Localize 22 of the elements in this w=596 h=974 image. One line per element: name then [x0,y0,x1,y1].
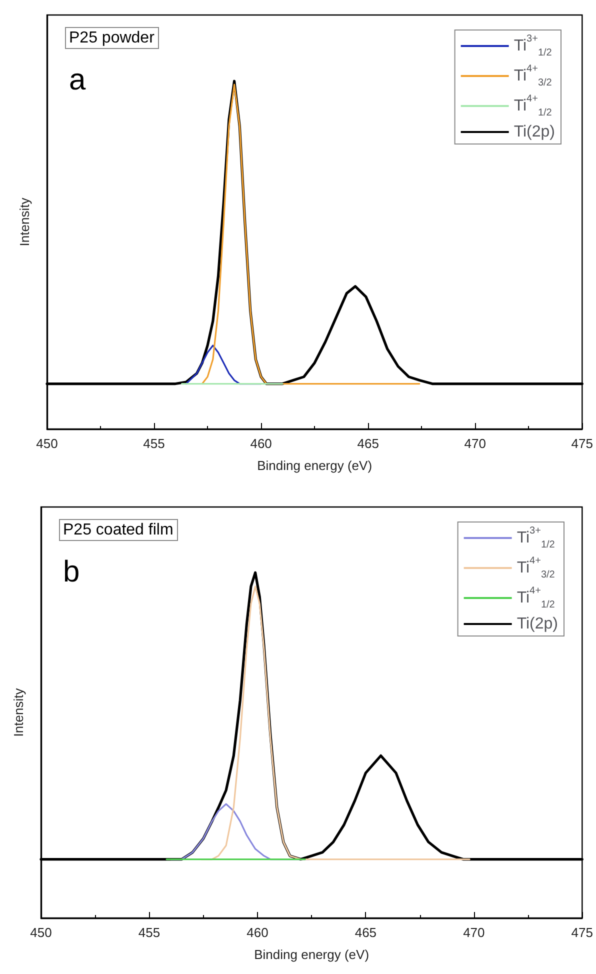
legend-label: Ti(2p) [514,124,555,140]
x-tick-label: 470 [463,925,485,940]
x-tick-label: 465 [354,925,377,940]
x-axis-title: Binding energy (eV) [254,947,370,962]
annotation: b [63,556,80,588]
x-tick-label: 460 [246,925,268,940]
x-tick-label: 460 [250,436,272,451]
x-tick-label: 465 [357,436,379,451]
y-axis-title: Intensity [17,197,32,246]
x-tick-label: 470 [464,436,486,451]
legend-label: Ti(2p) [516,616,558,632]
x-tick-label: 475 [571,436,594,451]
chart-title: P25 powder [69,30,156,46]
chart-title: P25 coated film [63,522,174,538]
x-tick-label: 455 [138,925,160,940]
x-tick-label: 450 [30,925,52,940]
x-tick-label: 455 [143,436,165,451]
x-tick-label: 450 [36,436,58,451]
x-tick-label: 475 [571,925,594,940]
annotation: a [69,64,86,96]
y-axis-title: Intensity [11,688,26,737]
x-axis-title: Binding energy (eV) [257,458,372,473]
